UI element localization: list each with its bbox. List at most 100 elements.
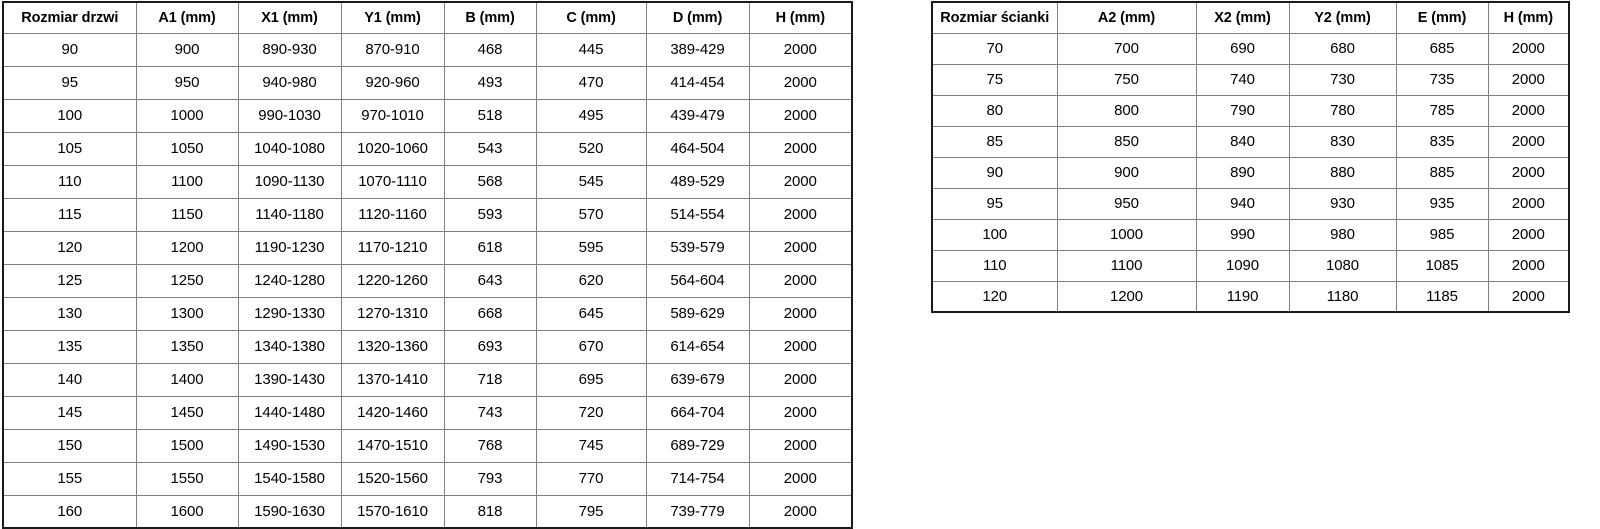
- column-header-y2-mm: Y2 (mm): [1288, 1, 1397, 34]
- table-cell: 870-910: [340, 32, 445, 67]
- row-size-cell: 150: [2, 428, 137, 463]
- table-cell: 1080: [1288, 249, 1397, 282]
- table-cell: 900: [135, 32, 239, 67]
- table-cell: 1090-1130: [237, 164, 342, 199]
- table-cell: 720: [535, 395, 647, 430]
- table-cell: 514-554: [645, 197, 750, 232]
- table-cell: 1085: [1395, 249, 1489, 282]
- table-row: 90 900 890 880 885 2000: [931, 156, 1570, 189]
- table-cell: 768: [443, 428, 537, 463]
- table-cell: 2000: [1487, 94, 1570, 127]
- table-cell: 2000: [1487, 63, 1570, 96]
- table-cell: 1200: [1056, 280, 1197, 313]
- table-cell: 1440-1480: [237, 395, 342, 430]
- table-row: 125 1250 1240-1280 1220-1260 643 620 564-604 20…: [2, 263, 853, 298]
- row-size-cell: 155: [2, 461, 137, 496]
- table-cell: 695: [535, 362, 647, 397]
- table-row: 95 950 940 930 935 2000: [931, 187, 1570, 220]
- table-cell: 818: [443, 494, 537, 529]
- door-table-head: Rozmiar drzwi A1 (mm) X1 (mm) Y1 (mm) B (mm)…: [2, 1, 853, 34]
- table-cell: 1370-1410: [340, 362, 445, 397]
- table-cell: 2000: [748, 296, 853, 331]
- table-cell: 2000: [748, 32, 853, 67]
- table-row: 70 700 690 680 685 2000: [931, 32, 1570, 65]
- table-cell: 2000: [1487, 218, 1570, 251]
- table-cell: 680: [1288, 32, 1397, 65]
- table-row: 95 950 940-980 920-960 493 470 414-454 2000: [2, 65, 853, 100]
- table-cell: 885: [1395, 156, 1489, 189]
- table-row: 160 1600 1590-1630 1570-1610 818 795 739-779 20…: [2, 494, 853, 529]
- table-cell: 2000: [748, 197, 853, 232]
- table-cell: 620: [535, 263, 647, 298]
- table-row: 90 900 890-930 870-910 468 445 389-429 2000: [2, 32, 853, 67]
- table-cell: 614-654: [645, 329, 750, 364]
- column-header-rozmiar-drzwi: Rozmiar drzwi: [2, 1, 137, 34]
- table-cell: 1185: [1395, 280, 1489, 313]
- column-header-a1-mm: A1 (mm): [135, 1, 239, 34]
- table-cell: 2000: [748, 98, 853, 133]
- table-cell: 1500: [135, 428, 239, 463]
- table-cell: 1450: [135, 395, 239, 430]
- door-table-body: 90 900 890-930 870-910 468 445 389-429 2000 95 95…: [2, 32, 853, 529]
- table-cell: 785: [1395, 94, 1489, 127]
- table-cell: 930: [1288, 187, 1397, 220]
- column-header-e-mm: E (mm): [1395, 1, 1489, 34]
- table-cell: 790: [1195, 94, 1290, 127]
- table-cell: 1000: [1056, 218, 1197, 251]
- table-header-row: Rozmiar drzwi A1 (mm) X1 (mm) Y1 (mm) B (mm)…: [2, 1, 853, 34]
- table-row: 75 750 740 730 735 2000: [931, 63, 1570, 96]
- table-row: 120 1200 1190-1230 1170-1210 618 595 539-579 20…: [2, 230, 853, 265]
- row-size-cell: 110: [2, 164, 137, 199]
- column-header-h-mm: H (mm): [748, 1, 853, 34]
- table-cell: 700: [1056, 32, 1197, 65]
- table-cell: 670: [535, 329, 647, 364]
- table-cell: 1000: [135, 98, 239, 133]
- column-header-d-mm: D (mm): [645, 1, 750, 34]
- row-size-cell: 100: [931, 218, 1058, 251]
- table-cell: 750: [1056, 63, 1197, 96]
- table-cell: 2000: [748, 65, 853, 100]
- table-row: 135 1350 1340-1380 1320-1360 693 670 614-654 20…: [2, 329, 853, 364]
- table-cell: 795: [535, 494, 647, 529]
- wall-panel-dimensions-table: Rozmiar ścianki A2 (mm) X2 (mm) Y2 (mm) E (m…: [931, 1, 1570, 313]
- table-cell: 743: [443, 395, 537, 430]
- table-cell: 1240-1280: [237, 263, 342, 298]
- table-cell: 690: [1195, 32, 1290, 65]
- table-cell: 439-479: [645, 98, 750, 133]
- table-row: 100 1000 990 980 985 2000: [931, 218, 1570, 251]
- table-cell: 564-604: [645, 263, 750, 298]
- table-cell: 985: [1395, 218, 1489, 251]
- table-cell: 689-729: [645, 428, 750, 463]
- table-header-row: Rozmiar ścianki A2 (mm) X2 (mm) Y2 (mm) E (m…: [931, 1, 1570, 34]
- table-cell: 1470-1510: [340, 428, 445, 463]
- table-row: 140 1400 1390-1430 1370-1410 718 695 639-679 20…: [2, 362, 853, 397]
- table-cell: 1170-1210: [340, 230, 445, 265]
- table-cell: 2000: [1487, 187, 1570, 220]
- table-cell: 840: [1195, 125, 1290, 158]
- row-size-cell: 145: [2, 395, 137, 430]
- table-cell: 639-679: [645, 362, 750, 397]
- table-cell: 745: [535, 428, 647, 463]
- row-size-cell: 140: [2, 362, 137, 397]
- table-cell: 2000: [748, 230, 853, 265]
- table-cell: 414-454: [645, 65, 750, 100]
- column-header-y1-mm: Y1 (mm): [340, 1, 445, 34]
- table-row: 85 850 840 830 835 2000: [931, 125, 1570, 158]
- door-dimensions-table: Rozmiar drzwi A1 (mm) X1 (mm) Y1 (mm) B (mm)…: [2, 1, 853, 529]
- table-cell: 1120-1160: [340, 197, 445, 232]
- table-cell: 1040-1080: [237, 131, 342, 166]
- table-cell: 1390-1430: [237, 362, 342, 397]
- table-cell: 2000: [748, 164, 853, 199]
- table-cell: 1420-1460: [340, 395, 445, 430]
- table-cell: 739-779: [645, 494, 750, 529]
- table-cell: 950: [135, 65, 239, 100]
- table-cell: 940: [1195, 187, 1290, 220]
- table-cell: 880: [1288, 156, 1397, 189]
- table-cell: 1220-1260: [340, 263, 445, 298]
- table-cell: 668: [443, 296, 537, 331]
- column-header-h-mm: H (mm): [1487, 1, 1570, 34]
- row-size-cell: 85: [931, 125, 1058, 158]
- row-size-cell: 125: [2, 263, 137, 298]
- table-cell: 770: [535, 461, 647, 496]
- table-cell: 493: [443, 65, 537, 100]
